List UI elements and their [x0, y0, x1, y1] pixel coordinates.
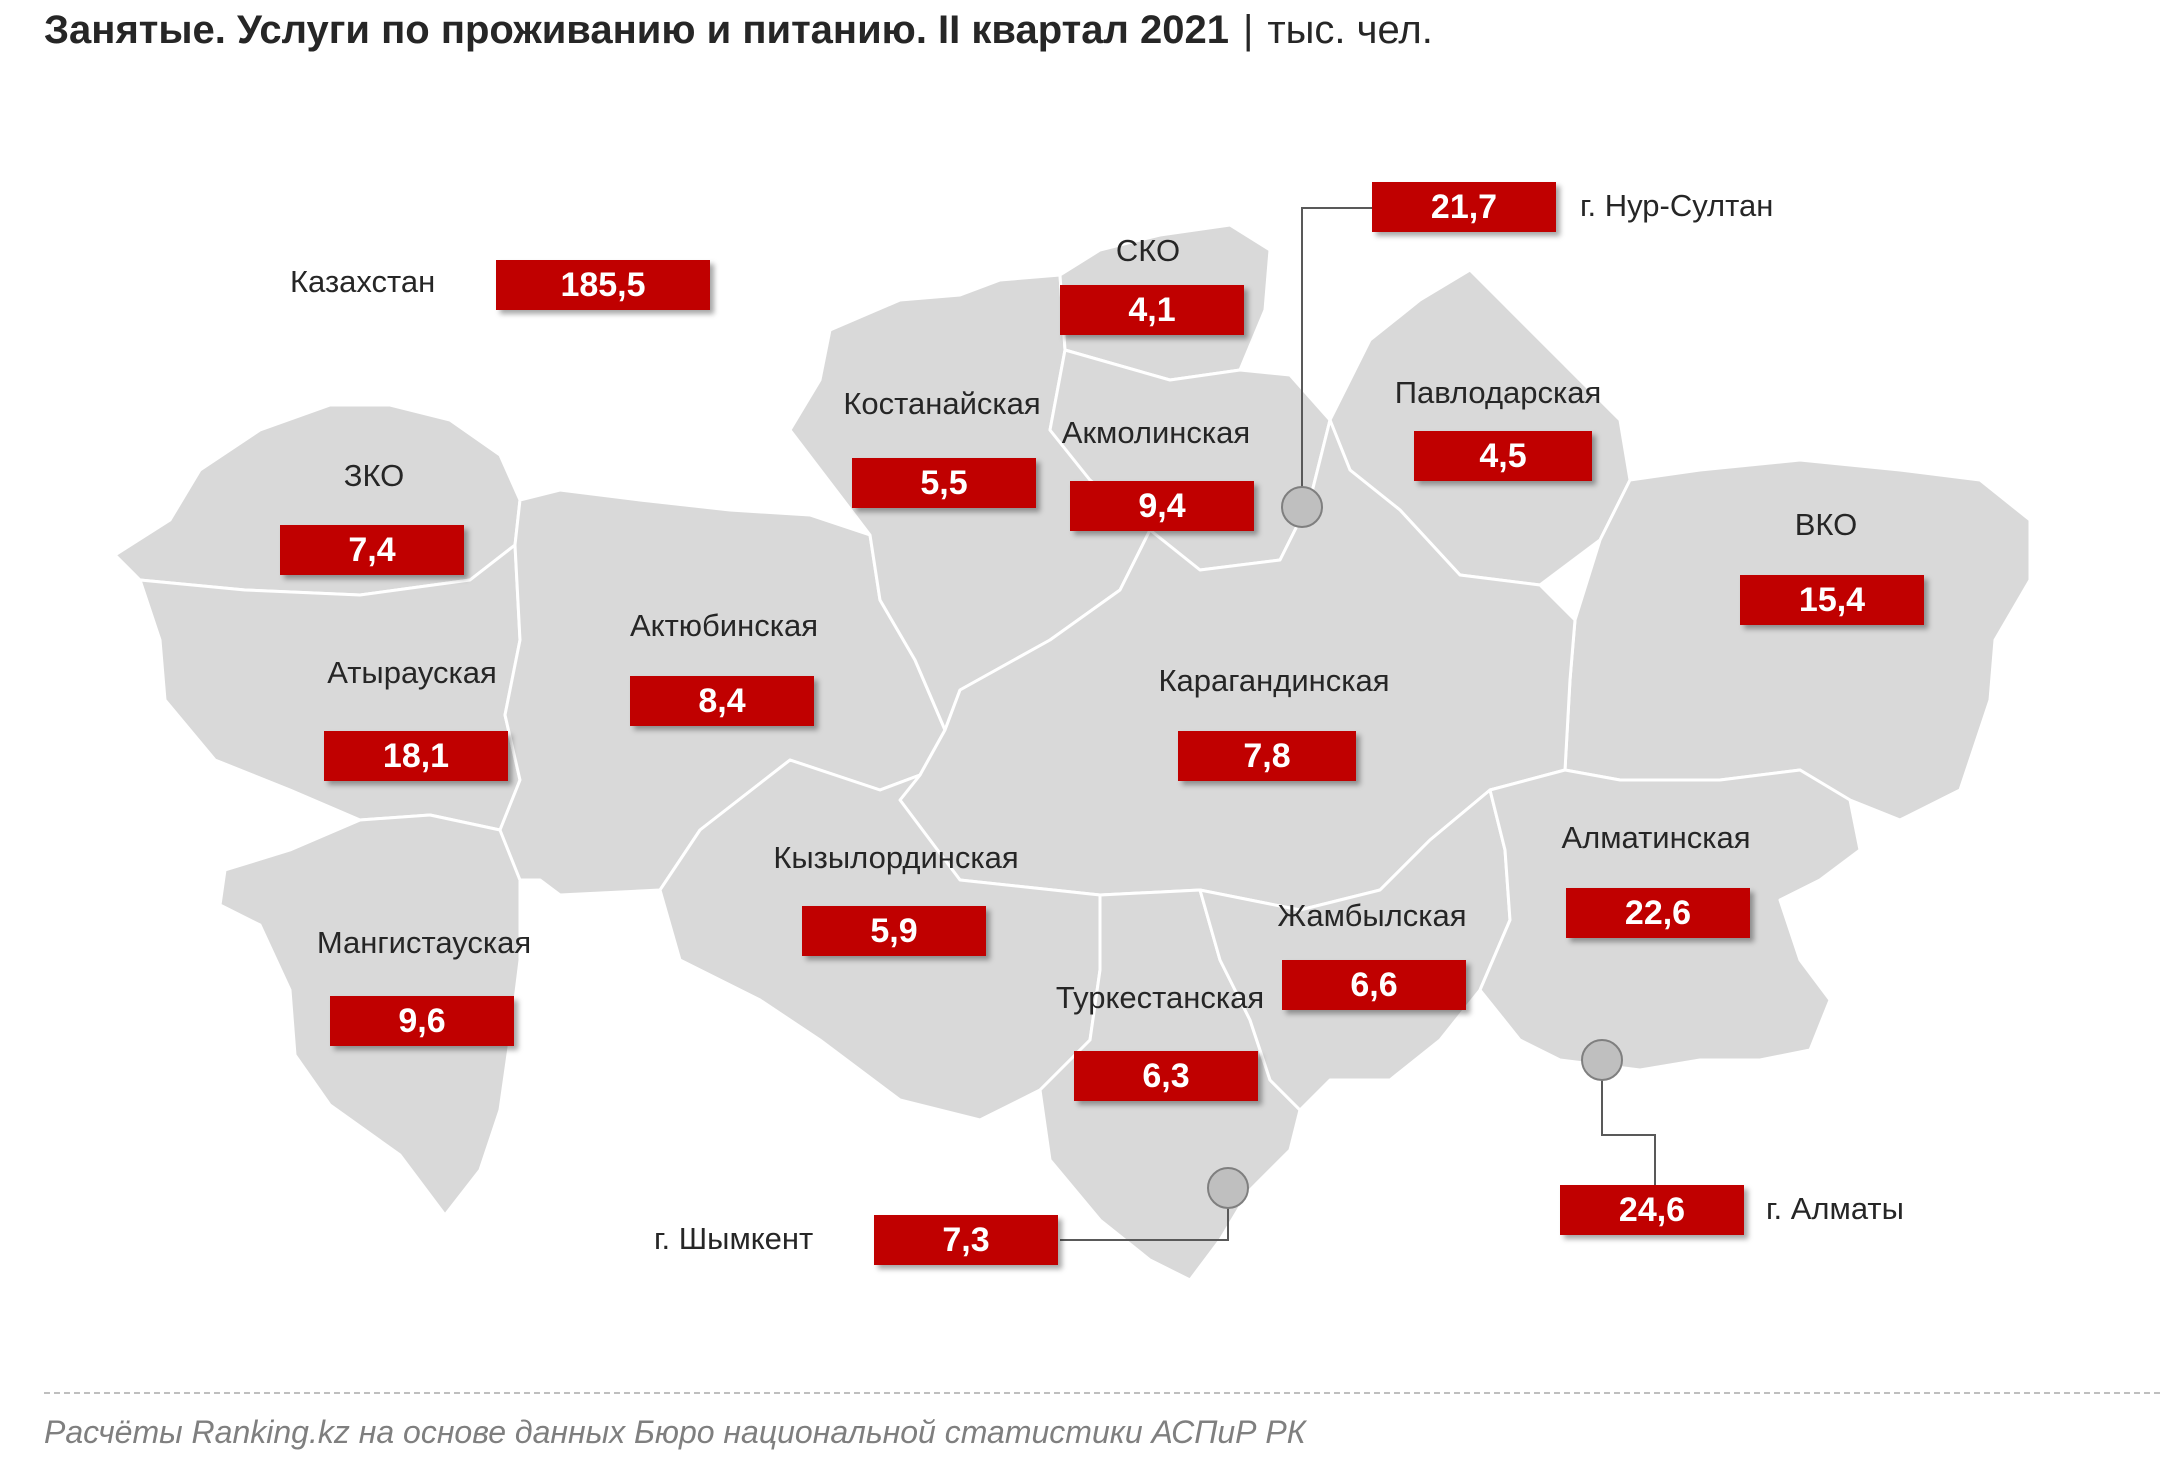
label-pavlodar: Павлодарская	[1394, 375, 1602, 410]
title-separator: |	[1242, 8, 1254, 52]
marker-shymkent	[1207, 1167, 1249, 1209]
value-almaty-region: 22,6	[1566, 888, 1750, 938]
value-zhambyl: 6,6	[1282, 960, 1466, 1010]
label-zko: ЗКО	[343, 458, 405, 493]
value-karaganda: 7,8	[1178, 731, 1356, 781]
label-kyzylorda: Кызылординская	[773, 840, 1019, 875]
label-sko: СКО	[1115, 233, 1181, 268]
value-kyzylorda: 5,9	[802, 906, 986, 956]
value-pavlodar: 4,5	[1414, 431, 1592, 481]
value-shymkent: 7,3	[874, 1215, 1058, 1265]
total-label: Казахстан	[290, 264, 436, 299]
value-almaty: 24,6	[1560, 1185, 1744, 1235]
value-kostanay: 5,5	[852, 458, 1036, 508]
marker-almaty	[1581, 1039, 1623, 1081]
region-zhambyl	[1198, 788, 1512, 1112]
page-title: Занятые. Услуги по проживанию и питанию.…	[44, 8, 1433, 53]
label-kostanay: Костанайская	[843, 386, 1041, 421]
label-turkestan: Туркестанская	[1055, 980, 1265, 1015]
label-mangystau: Мангистауская	[316, 925, 532, 960]
value-aktobe: 8,4	[630, 676, 814, 726]
label-atyrau: Атырауская	[327, 655, 497, 690]
title-main: Занятые. Услуги по проживанию и питанию.…	[44, 8, 1229, 52]
connector-almaty	[1601, 1060, 1656, 1210]
value-akmola: 9,4	[1070, 481, 1254, 531]
label-akmola: Акмолинская	[1061, 415, 1251, 450]
label-aktobe: Актюбинская	[630, 608, 818, 643]
value-sko: 4,1	[1060, 285, 1244, 335]
value-turkestan: 6,3	[1074, 1051, 1258, 1101]
value-atyrau: 18,1	[324, 731, 508, 781]
label-almaty: г. Алматы	[1766, 1191, 1904, 1226]
label-vko: ВКО	[1794, 507, 1858, 542]
label-nur-sultan: г. Нур-Султан	[1580, 188, 1774, 223]
value-zko: 7,4	[280, 525, 464, 575]
value-mangystau: 9,6	[330, 996, 514, 1046]
value-vko: 15,4	[1740, 575, 1924, 625]
source-note: Расчёты Ranking.kz на основе данных Бюро…	[44, 1414, 1306, 1450]
connector-nur-sultan	[1301, 207, 1372, 505]
title-unit: тыс. чел.	[1267, 8, 1433, 52]
label-shymkent: г. Шымкент	[654, 1221, 814, 1256]
footer-divider	[44, 1392, 2160, 1394]
city-markers	[1207, 486, 1623, 1209]
label-karaganda: Карагандинская	[1158, 663, 1390, 698]
marker-nur-sultan	[1281, 486, 1323, 528]
value-nur-sultan: 21,7	[1372, 182, 1556, 232]
label-almaty-region: Алматинская	[1561, 820, 1751, 855]
label-zhambyl: Жамбылская	[1277, 898, 1467, 933]
total-value: 185,5	[496, 260, 710, 310]
